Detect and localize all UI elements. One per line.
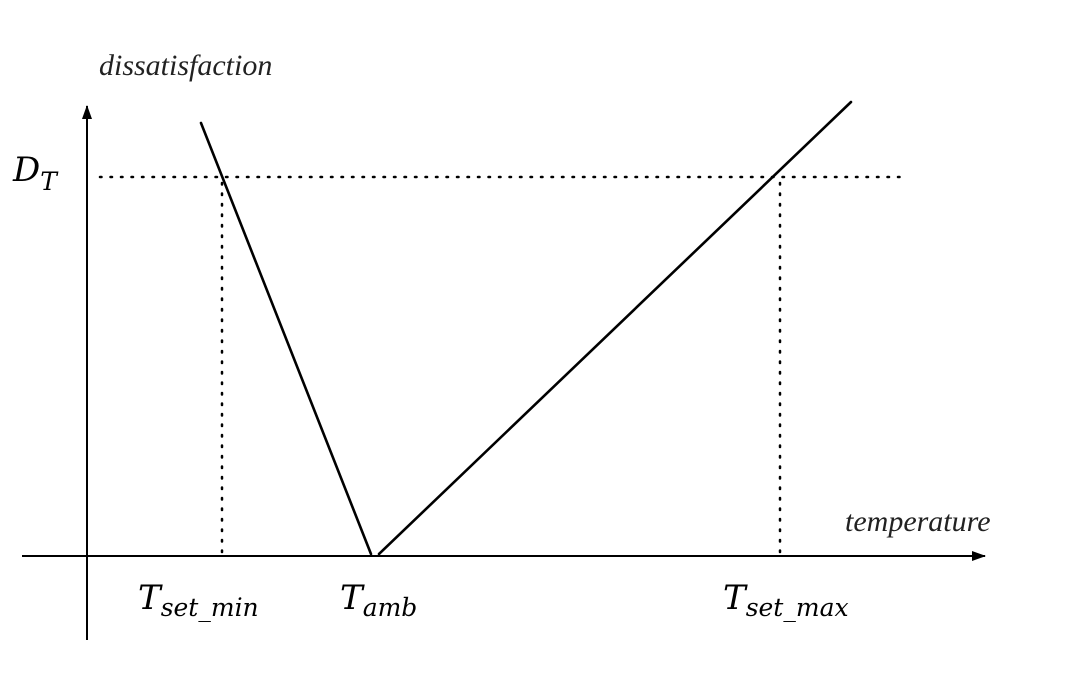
t-set-max-label: Tset_max bbox=[723, 578, 849, 622]
dissatisfaction-curve-left bbox=[199, 121, 373, 556]
x-axis-label: temperature bbox=[845, 505, 991, 538]
y-axis-label: dissatisfaction bbox=[99, 49, 272, 82]
threshold-label: DT bbox=[12, 150, 59, 196]
dissatisfaction-curve-right bbox=[377, 100, 853, 556]
t-amb-label: Tamb bbox=[340, 578, 417, 622]
t-set-min-label: Tset_min bbox=[138, 578, 259, 622]
